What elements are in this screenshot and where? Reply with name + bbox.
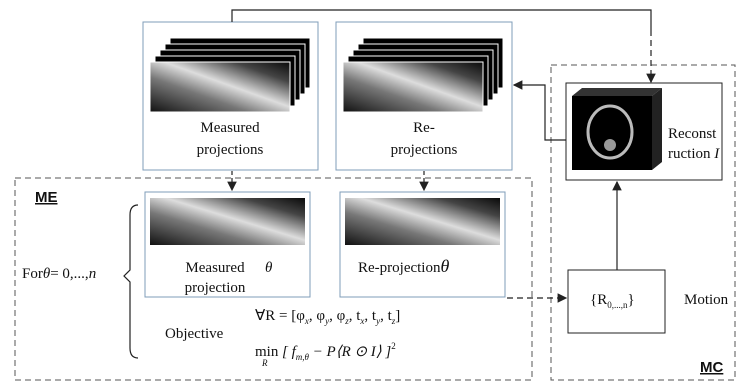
text: , t [364,308,377,324]
symbol: n [89,266,97,282]
superscript: 2 [391,341,396,351]
measured-theta-label: Measured [185,260,245,276]
subscript: m,θ [296,352,310,362]
reconstruction-label: ruction I [668,146,720,162]
text: = 0,..., [50,266,88,282]
subscript: 0,...,n [607,300,628,310]
arrow [514,85,566,140]
volume-cube [572,88,662,170]
measured-theta-label: projection [185,280,246,296]
brace [124,205,138,358]
text: Re-projection [358,260,441,276]
motion-label: Motion [684,292,729,308]
xray-image [345,198,500,245]
xray-image [150,198,305,245]
theta: θ [440,256,449,276]
text: , t [380,308,393,324]
text: , φ [329,308,346,324]
xray-stack [343,38,503,112]
measured-label: Measured [200,120,260,136]
measured-label: projections [197,142,264,158]
text: ∀R = [φ [255,308,305,324]
text: , φ [309,308,326,324]
theta: θ [265,260,273,276]
reconstruction-label: Reconst [668,126,717,142]
objective-label: Objective [165,326,224,342]
mc-label: MC [700,359,723,376]
reprojections-label: Re- [413,120,435,136]
xray-stack [150,38,310,112]
text: − P⟨R ⊙ I⟩ ] [309,344,391,360]
constraint: ∀R = [φx, φy, φz, tx, ty, tz] [255,308,400,326]
subscript: R [261,358,268,368]
reprojections-label: projections [391,142,458,158]
text: ruction [668,146,711,162]
text: , t [349,308,362,324]
text: For [22,266,43,282]
loop-label: Forθ= 0,...,n [22,266,96,282]
text: } [627,292,634,308]
me-label: ME [35,189,58,206]
text: {R [590,292,607,308]
symbol: I [713,146,720,162]
diagram: Measured projections Re- projections Rec… [0,0,739,382]
text: ] [395,308,400,324]
